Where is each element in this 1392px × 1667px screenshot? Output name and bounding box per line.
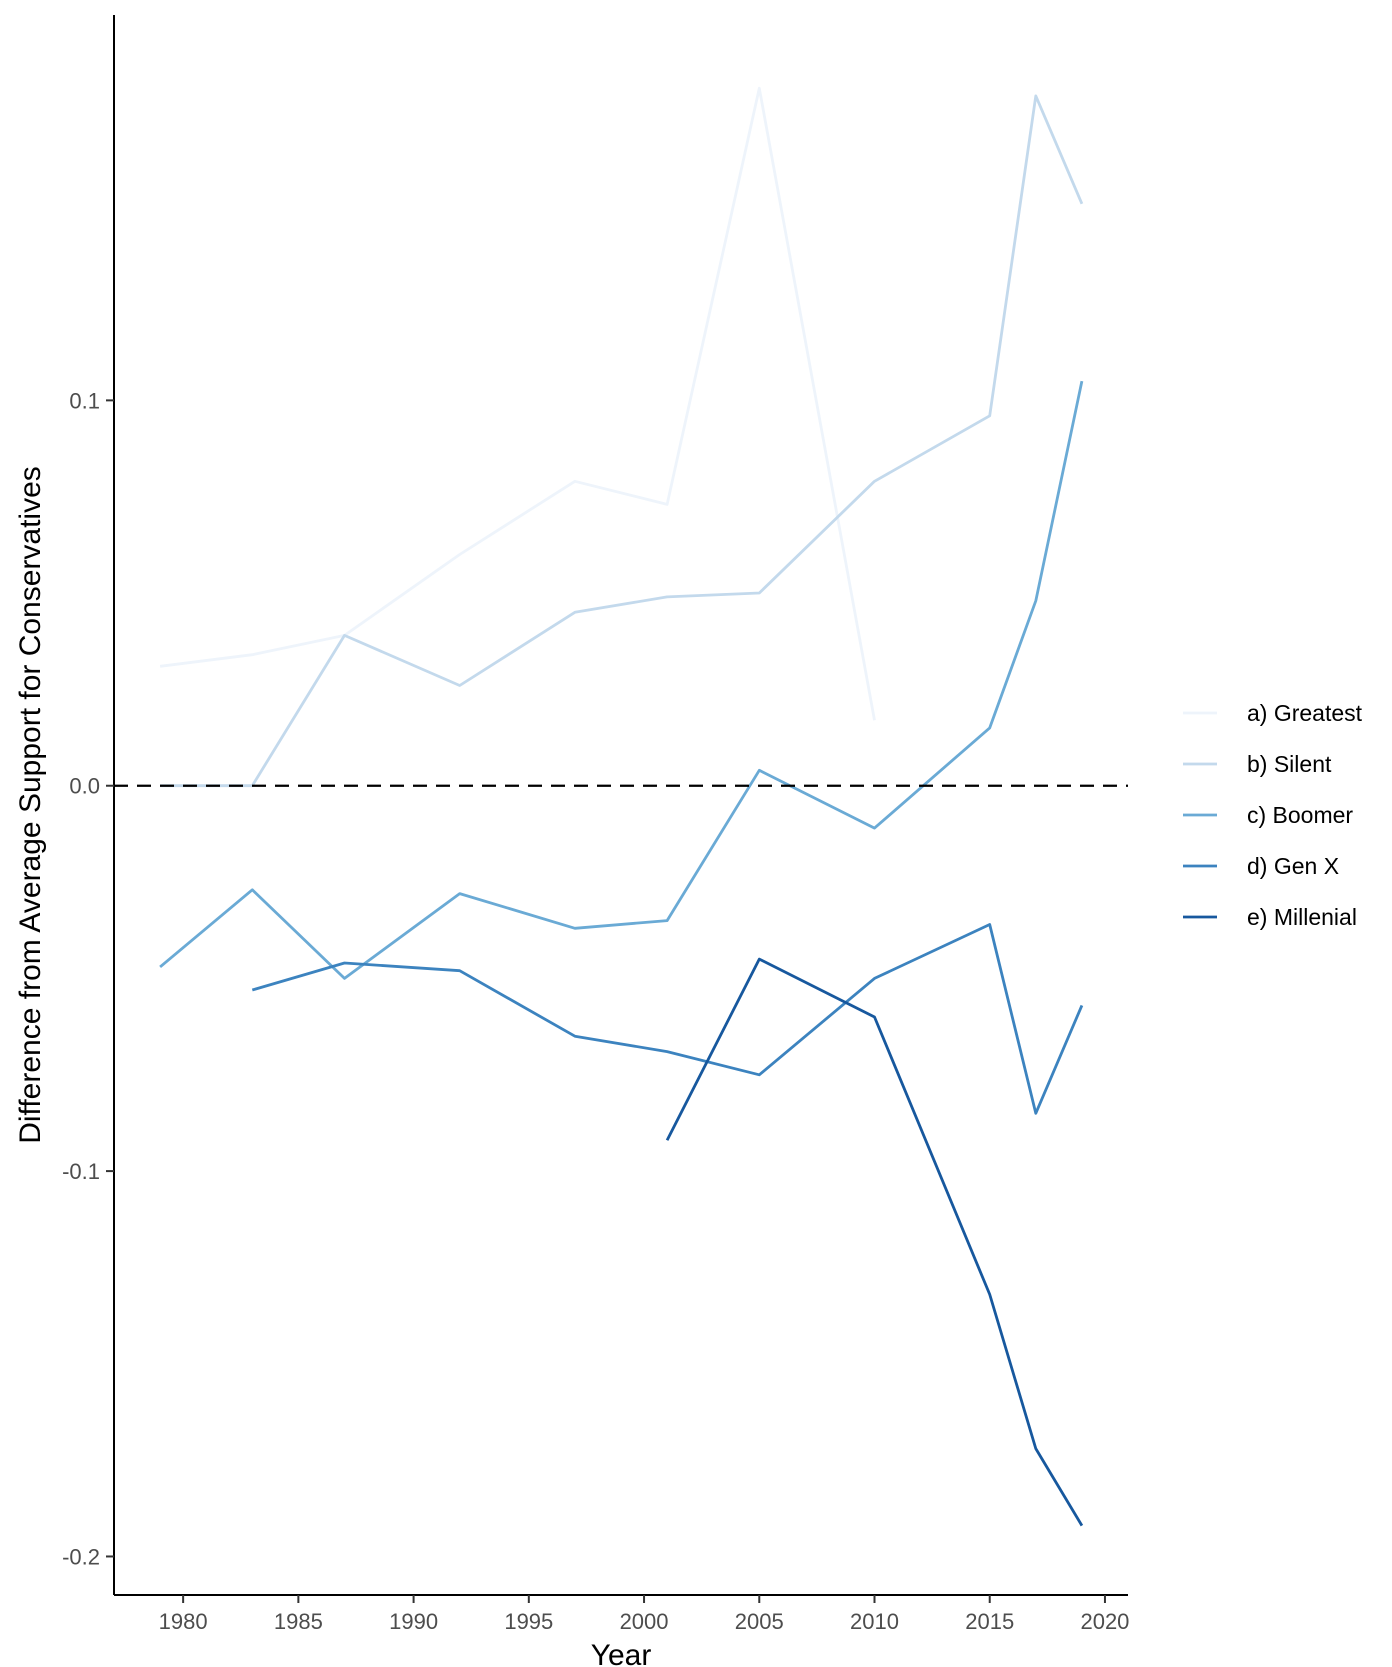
y-axis-title: Difference from Average Support for Cons…	[14, 466, 47, 1144]
y-tick-label: 0.0	[69, 774, 100, 799]
x-tick-label: 1995	[504, 1609, 553, 1634]
x-tick-label: 2010	[850, 1609, 899, 1634]
y-tick-label: 0.1	[69, 388, 100, 413]
x-tick-label: 1985	[274, 1609, 323, 1634]
x-tick-label: 2015	[965, 1609, 1014, 1634]
series-line-2	[160, 94, 1084, 788]
legend-label-1: a) Greatest	[1247, 700, 1363, 726]
series-line-4	[251, 923, 1084, 1115]
x-tick-label: 2020	[1080, 1609, 1129, 1634]
x-axis-title: Year	[591, 1639, 652, 1667]
x-tick-label: 2000	[620, 1609, 669, 1634]
x-tick-label: 2005	[735, 1609, 784, 1634]
plot-lines	[159, 86, 1084, 1527]
y-axis-ticks: -0.2 -0.1 0.0 0.1	[62, 388, 114, 1569]
y-tick-label: -0.1	[62, 1159, 100, 1184]
legend-label-4: d) Gen X	[1247, 853, 1339, 879]
legend-label-2: b) Silent	[1247, 751, 1332, 777]
y-tick-label: -0.2	[62, 1544, 100, 1569]
x-axis-ticks: 1980 1985 1990 1995 2000 2005 2010 2015 2020	[159, 1595, 1129, 1634]
x-tick-label: 1980	[159, 1609, 208, 1634]
series-line-3	[159, 380, 1084, 980]
series-line-1	[159, 86, 876, 721]
series-line-5	[665, 957, 1084, 1527]
legend-label-5: e) Millenial	[1247, 904, 1357, 930]
legend: a) Greatest b) Silent c) Boomer d) Gen X e) …	[1183, 700, 1363, 930]
x-tick-label: 1990	[389, 1609, 438, 1634]
legend-label-3: c) Boomer	[1247, 802, 1353, 828]
